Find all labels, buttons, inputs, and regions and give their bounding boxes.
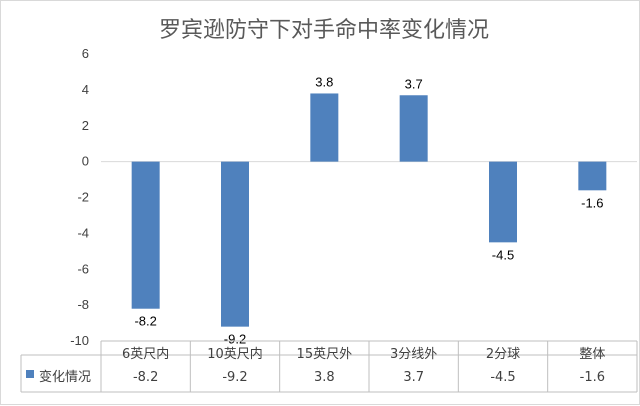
data-label: -9.2 bbox=[224, 332, 246, 347]
category-label: 整体 bbox=[579, 347, 605, 362]
bar bbox=[221, 161, 249, 327]
data-label: -4.5 bbox=[492, 247, 514, 262]
table-value: 3.7 bbox=[403, 370, 424, 385]
y-tick-label: 0 bbox=[82, 154, 89, 169]
table-value: -4.5 bbox=[490, 370, 515, 385]
y-tick-label: -6 bbox=[77, 261, 89, 276]
table-value: -1.6 bbox=[580, 370, 605, 385]
legend-swatch bbox=[26, 370, 34, 378]
bars bbox=[131, 93, 607, 327]
y-tick-label: -8 bbox=[77, 297, 89, 312]
y-tick-label: 4 bbox=[82, 82, 89, 97]
bar bbox=[131, 161, 160, 309]
category-label: 6英尺内 bbox=[122, 346, 169, 362]
legend-series-name: 变化情况 bbox=[39, 369, 91, 385]
data-label: 3.7 bbox=[405, 76, 423, 91]
data-labels: -8.2 -9.2 3.8 3.7 -4.5 -1.6 bbox=[134, 74, 603, 346]
data-label: -8.2 bbox=[134, 314, 156, 329]
bar bbox=[399, 95, 428, 162]
y-tick-label: -4 bbox=[77, 225, 89, 240]
table-value: 3.8 bbox=[314, 370, 335, 385]
bar bbox=[489, 161, 517, 243]
chart-title: 罗宾逊防守下对手命中率变化情况 bbox=[159, 18, 489, 43]
category-label: 2分球 bbox=[486, 347, 520, 362]
category-label: 15英尺外 bbox=[297, 347, 353, 362]
y-tick-label: -2 bbox=[77, 190, 89, 205]
y-axis: 6 4 2 0 -2 -4 -6 -8 -10 bbox=[70, 46, 637, 348]
category-label: 10英尺内 bbox=[207, 346, 263, 362]
y-tick-label: -10 bbox=[70, 333, 89, 348]
category-label: 3分线外 bbox=[390, 347, 437, 362]
data-label: 3.8 bbox=[315, 74, 333, 89]
data-label: -1.6 bbox=[581, 195, 603, 210]
bar bbox=[578, 161, 607, 191]
bar bbox=[310, 93, 339, 162]
y-tick-label: 6 bbox=[82, 46, 89, 61]
table-value: -9.2 bbox=[222, 370, 247, 385]
table-value: -8.2 bbox=[133, 370, 158, 385]
y-tick-label: 2 bbox=[82, 118, 89, 133]
